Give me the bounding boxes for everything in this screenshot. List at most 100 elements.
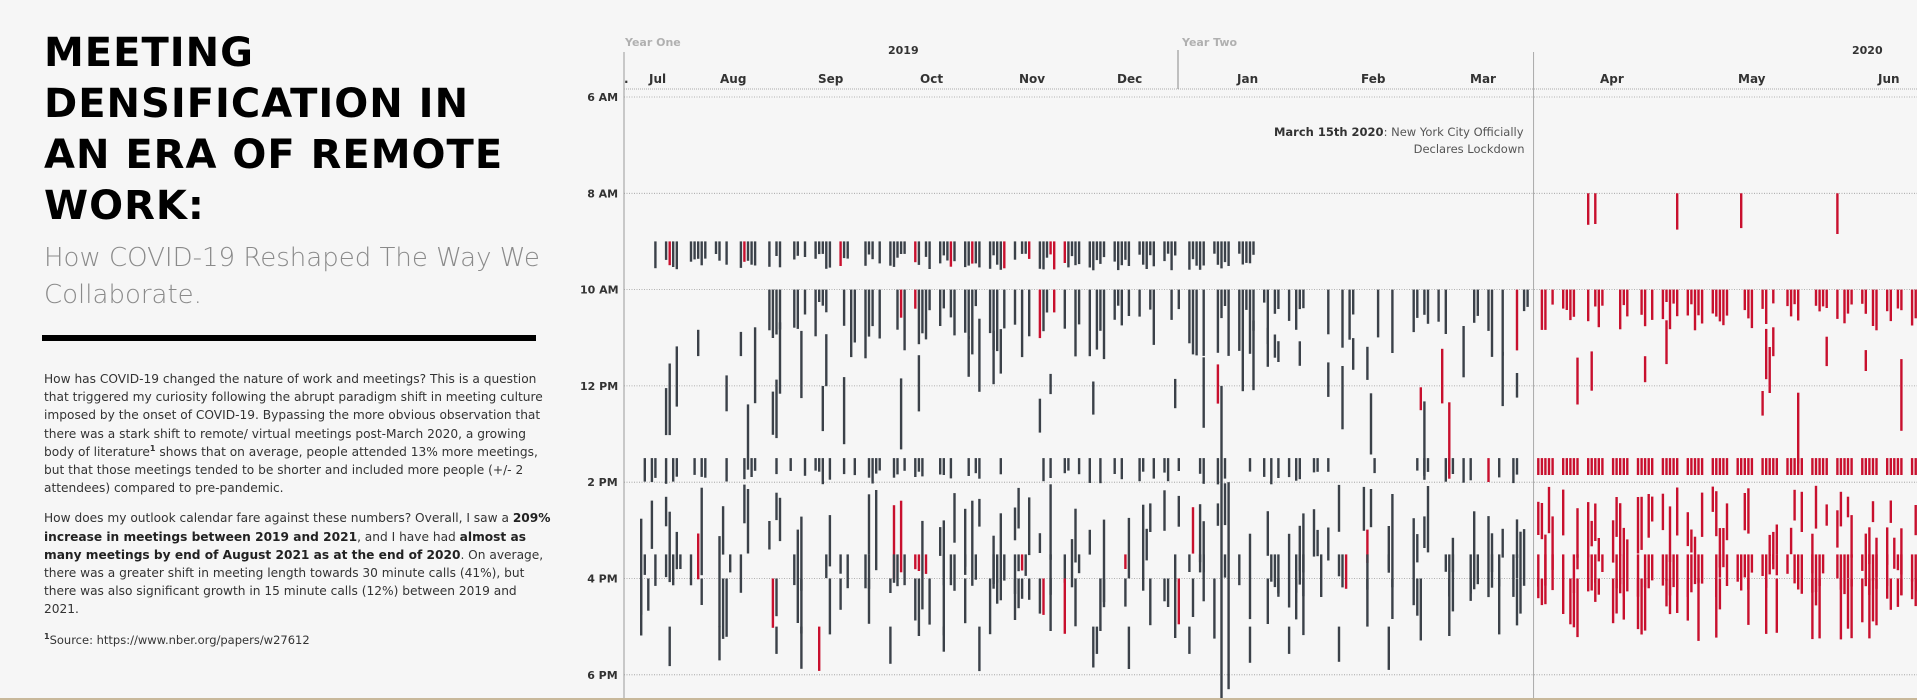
meeting-bar [1914,458,1917,475]
meeting-bar [1117,241,1120,271]
meeting-bar [1220,385,1223,700]
meeting-bar [853,458,856,476]
meeting-bar [1245,241,1248,263]
meeting-bar [999,241,1002,270]
meeting-bar [1544,554,1547,580]
meeting-bar [1515,458,1519,475]
source-link[interactable]: Source: https://www.nber.org/papers/w276… [49,632,310,647]
meeting-bar [721,578,725,639]
meeting-bar [1138,289,1141,317]
meeting-bar [1177,289,1180,310]
meeting-bar [1287,626,1291,654]
meeting-bar [693,241,696,260]
meeting-bar [1900,289,1903,311]
meeting-bar [1053,241,1056,270]
meeting-bar [1053,289,1056,313]
meeting-bar [1277,458,1280,478]
meeting-bar [1800,491,1803,532]
meeting-bar [1590,458,1593,475]
meeting-bar [1515,519,1519,558]
meeting-bar [921,289,924,334]
meeting-bar [1038,578,1042,614]
meeting-bar [1846,578,1850,629]
meeting-bar [1163,578,1166,602]
meeting-bar [1252,320,1255,391]
meeting-bar [1636,554,1640,597]
meeting-bar [1102,289,1106,360]
meeting-bar [818,458,821,472]
meeting-bar [1152,241,1155,267]
meeting-bar [1889,500,1892,523]
meeting-bar [1697,289,1700,316]
meeting-bar [1643,289,1647,327]
month-label-may: May [1738,72,1766,86]
meeting-bar [1893,458,1896,475]
meeting-bar [846,554,849,589]
meeting-bar [650,458,654,482]
meeting-bar [903,289,906,351]
meeting-bar [1188,289,1191,344]
meeting-bar [917,355,921,412]
meeting-bar [1373,458,1376,474]
meeting-bar [1127,289,1131,316]
footnote-marker: 1 [149,443,156,453]
meeting-bar [821,289,824,306]
meeting-bar [1651,289,1654,320]
meeting-bar [1487,516,1490,598]
meeting-bar [1747,578,1750,625]
meeting-bar [1099,578,1102,631]
meeting-bar [1074,241,1077,266]
meeting-bar [1871,289,1875,326]
meeting-bar [853,289,856,343]
meeting-bar [1017,487,1020,529]
meeting-bar [1227,482,1230,690]
meeting-bar [697,241,700,259]
meeting-bar [1238,554,1241,586]
meeting-bar [1569,458,1572,475]
meeting-bar [1177,578,1180,625]
meeting-bar [739,241,743,268]
meeting-bar [1761,289,1764,309]
meeting-bar [867,289,871,337]
meeting-bar [1166,458,1170,482]
meeting-bar [974,241,977,264]
meeting-bar [1871,501,1875,523]
meeting-bar [1775,554,1778,576]
meeting-bar [992,241,995,256]
meeting-bar [668,511,671,583]
meeting-bar [1337,554,1341,577]
meeting-bar [1861,554,1864,571]
meeting-bar [1850,578,1853,639]
meeting-bar [1743,289,1746,311]
meeting-bar [1142,458,1145,472]
meeting-bar [1227,289,1230,356]
meeting-bar [1811,578,1814,640]
meeting-bar [1117,289,1120,306]
meeting-bar [967,458,970,476]
meeting-bar [1615,458,1618,475]
meeting-bar [1914,289,1917,319]
meeting-bar [842,377,846,445]
meeting-bar [914,458,917,477]
meeting-bar [1312,509,1316,557]
meeting-bar [1163,458,1166,473]
meeting-bar [1337,484,1341,532]
time-label-12pm: 12 PM [580,380,618,393]
meeting-bar [1195,289,1198,356]
meeting-bar [1327,289,1330,335]
meeting-bar [1594,578,1597,602]
meeting-bar [1416,578,1419,616]
meeting-bar [1747,458,1750,475]
meeting-bar [1287,289,1291,321]
meeting-bar [1761,458,1764,475]
meeting-bar [892,505,896,580]
lockdown-annotation-line-2: Declares Lockdown [1414,142,1525,156]
meeting-bar [1665,578,1668,607]
meeting-bar [864,289,867,359]
meeting-bar [1910,458,1914,475]
meeting-bar [1576,508,1579,558]
time-label-10am: 10 AM [580,284,619,297]
meeting-bar [1248,241,1252,264]
meeting-bar [828,241,832,268]
meeting-bar [1540,578,1544,606]
